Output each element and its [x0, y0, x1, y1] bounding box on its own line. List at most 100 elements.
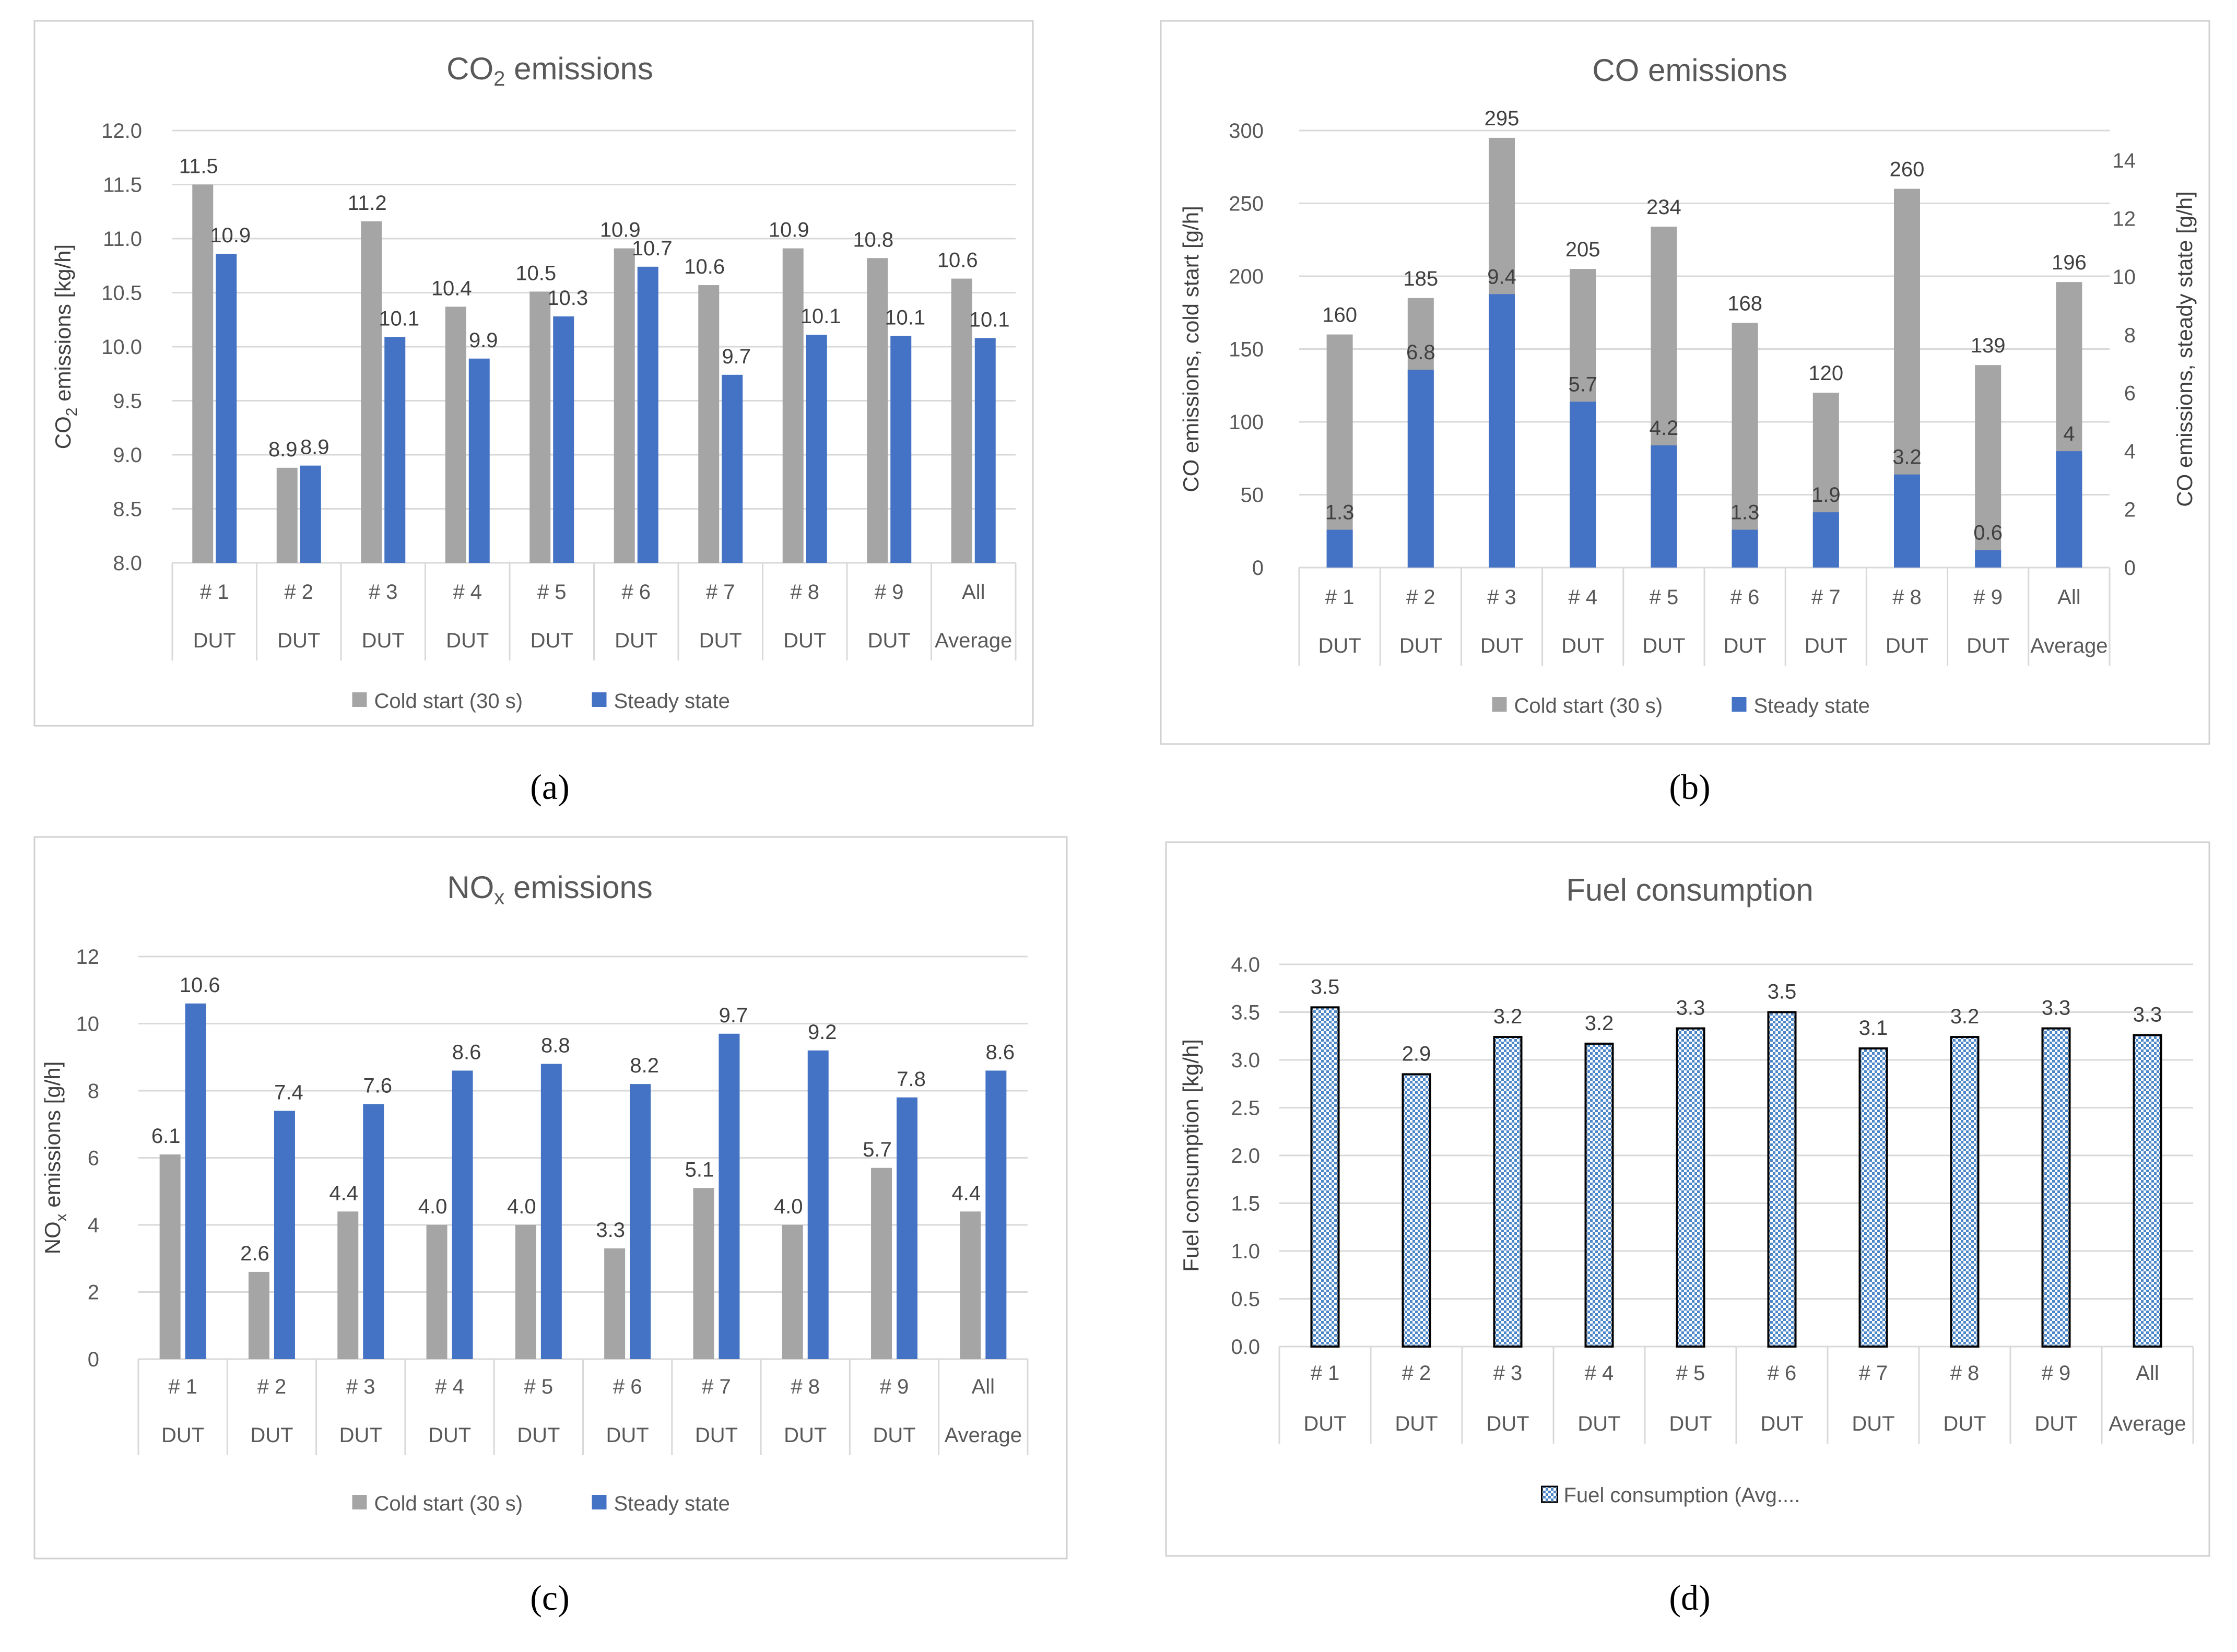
chart-fuel: Fuel consumption 0.0 0.5 1.0 1.5 2.0 2.5 3.0 3.5…: [1165, 841, 2210, 1618]
data-label-cold-start: 4.0: [774, 1195, 803, 1218]
bar-fuel-consumption: [1493, 1036, 1523, 1348]
x-tick-label: All: [2057, 586, 2080, 609]
data-label-steady-state: 1.3: [1730, 501, 1760, 524]
bar-steady-state: [890, 336, 912, 563]
x-tick-sublabel: Average: [935, 629, 1012, 652]
y2-tick-label: 12: [2113, 207, 2136, 230]
x-tick-sublabel: DUT: [1642, 634, 1685, 657]
legend-label-steady-state: Steady state: [614, 1492, 730, 1515]
data-label-cold-start: 10.4: [431, 277, 472, 300]
x-tick-sublabel: DUT: [193, 629, 236, 652]
x-tick-label: # 7: [702, 1375, 731, 1398]
x-tick-label: # 1: [168, 1375, 197, 1398]
bar-steady-state: [274, 1111, 295, 1359]
bar-steady-state: [630, 1084, 651, 1359]
y2-tick-label: 14: [2113, 149, 2136, 172]
chart-title: CO2 emissions: [446, 51, 653, 90]
data-label-cold-start: 10.8: [853, 228, 893, 251]
data-label-cold-start: 185: [1403, 267, 1438, 290]
bar-cold-start: [782, 1225, 803, 1359]
data-label-cold-start: 234: [1646, 196, 1681, 219]
data-label-cold-start: 10.5: [515, 262, 556, 285]
data-label-fuel-consumption: 3.5: [1768, 981, 1797, 1004]
data-label-steady-state: 9.2: [808, 1021, 837, 1044]
x-tick-sublabel: DUT: [1480, 634, 1523, 657]
bar-fuel-consumption: [1402, 1073, 1431, 1348]
data-label-fuel-consumption: 3.2: [1950, 1005, 1980, 1028]
data-label-cold-start: 205: [1565, 238, 1600, 261]
bar-steady-state: [1326, 529, 1353, 568]
data-label-cold-start: 295: [1485, 107, 1520, 130]
data-label-steady-state: 10.1: [800, 305, 841, 328]
data-label-fuel-consumption: 3.5: [1311, 975, 1340, 998]
data-label-steady-state: 9.7: [719, 1004, 748, 1027]
y2-tick-label: 2: [2124, 499, 2136, 522]
x-tick-label: # 3: [369, 581, 398, 604]
y-tick-label: 8.5: [113, 498, 142, 521]
x-tick-sublabel: DUT: [362, 629, 405, 652]
data-label-cold-start: 120: [1808, 362, 1843, 385]
y-tick-label: 3.5: [1231, 1001, 1260, 1024]
x-tick-label: # 7: [1811, 586, 1841, 609]
bar-steady-state: [806, 335, 827, 563]
x-tick-label: # 7: [706, 581, 735, 604]
y2-tick-label: 8: [2124, 324, 2136, 347]
data-label-cold-start: 10.9: [600, 219, 641, 242]
data-label-steady-state: 8.6: [452, 1041, 481, 1064]
bar-cold-start: [529, 291, 551, 563]
y-tick-label: 200: [1229, 265, 1264, 288]
x-tick-label: All: [962, 581, 985, 604]
x-tick-sublabel: DUT: [446, 629, 489, 652]
bar-cold-start: [871, 1167, 892, 1359]
x-tick-sublabel: DUT: [873, 1424, 915, 1447]
chart-co2: CO2 emissions 8.0 8.5 9.0 9.5 10.0 10.5 11.0 11.…: [33, 20, 1034, 807]
x-tick-sublabel: DUT: [1561, 634, 1604, 657]
legend-label-cold-start: Cold start (30 s): [374, 690, 523, 713]
x-tick-label: # 4: [453, 581, 482, 604]
data-label-cold-start: 8.9: [268, 438, 298, 461]
x-tick-sublabel: Average: [2030, 634, 2108, 657]
y2-tick-label: 4: [2124, 440, 2136, 463]
x-tick-label: # 6: [613, 1375, 642, 1398]
x-tick-sublabel: DUT: [1486, 1412, 1529, 1435]
bar-cold-start: [445, 306, 466, 563]
x-tick-sublabel: DUT: [699, 629, 742, 652]
x-tick-label: # 2: [1406, 586, 1435, 609]
data-label-cold-start: 11.2: [348, 192, 387, 215]
x-tick-sublabel: DUT: [1577, 1412, 1620, 1435]
legend: Cold start (30 s) Steady state: [352, 690, 730, 713]
bar-cold-start: [1326, 334, 1353, 568]
bar-cold-start: [1732, 323, 1758, 568]
x-tick-sublabel: DUT: [531, 629, 573, 652]
bar-cold-start: [159, 1154, 181, 1359]
x-tick-sublabel: DUT: [277, 629, 320, 652]
x-tick-sublabel: DUT: [615, 629, 657, 652]
bar-steady-state: [719, 1033, 740, 1359]
y-tick-label: 4.0: [1231, 953, 1260, 976]
data-label-fuel-consumption: 3.1: [1859, 1017, 1888, 1040]
x-tick-sublabel: DUT: [2034, 1412, 2077, 1435]
y-axis-label: CO2 emissions [kg/h]: [51, 244, 80, 449]
data-label-steady-state: 10.1: [969, 308, 1010, 331]
x-tick-label: # 2: [284, 581, 313, 604]
y2-axis-label: CO emissions, steady state [g/h]: [2172, 191, 2197, 507]
bar-steady-state: [637, 266, 658, 563]
data-label-steady-state: 8.6: [986, 1041, 1015, 1064]
bar-steady-state: [1570, 402, 1596, 568]
legend-label-steady-state: Steady state: [1754, 694, 1870, 717]
data-label-fuel-consumption: 3.3: [2042, 997, 2071, 1020]
x-tick-label: All: [972, 1375, 995, 1398]
y-tick-label: 9.0: [113, 444, 142, 467]
x-tick-label: # 9: [875, 581, 904, 604]
x-tick-sublabel: DUT: [1805, 634, 1847, 657]
x-tick-sublabel: DUT: [1723, 634, 1766, 657]
y-tick-label: 150: [1229, 338, 1264, 361]
y-tick-label: 100: [1229, 411, 1264, 434]
y-tick-label: 2.0: [1231, 1144, 1260, 1167]
data-label-cold-start: 3.3: [596, 1219, 625, 1242]
chart-title: CO emissions: [1592, 53, 1787, 88]
data-label-cold-start: 260: [1890, 158, 1925, 181]
bar-steady-state: [384, 337, 406, 563]
data-label-cold-start: 168: [1727, 292, 1762, 315]
data-label-steady-state: 9.9: [469, 329, 498, 352]
